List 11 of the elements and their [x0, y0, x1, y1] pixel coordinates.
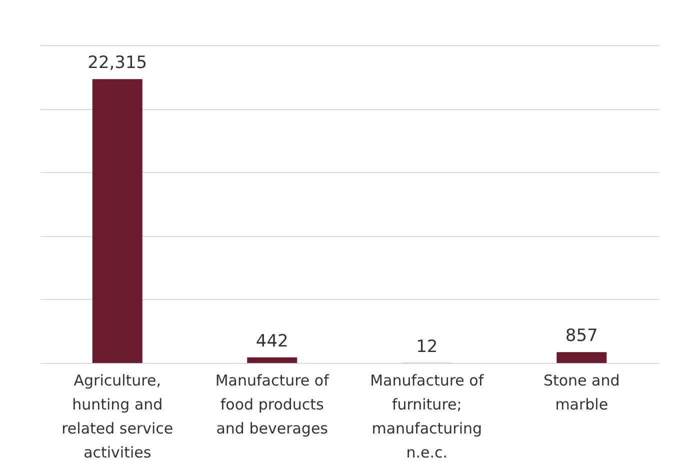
data-label: 12 [416, 336, 438, 357]
bar [92, 79, 142, 363]
data-label: 442 [256, 331, 288, 352]
x-tick-label: Manufacture of furniture; manufacturing n.e.c. [370, 372, 484, 462]
bar [556, 352, 607, 363]
x-tick-label: Stone and marble [543, 372, 620, 414]
x-tick-label: Manufacture of food products and beverages [215, 372, 330, 438]
x-tick-label: Agriculture, hunting and related service activities [62, 372, 174, 462]
data-label: 22,315 [88, 53, 148, 74]
data-label: 857 [565, 326, 598, 346]
bar [247, 357, 298, 363]
